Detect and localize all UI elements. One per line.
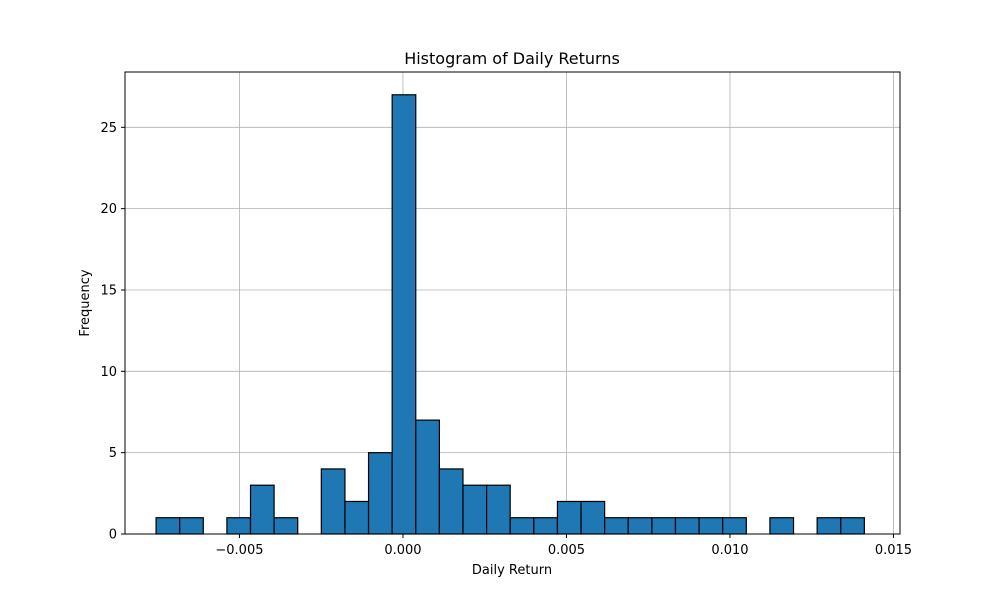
axes-frame [124, 71, 901, 535]
chart-title: Histogram of Daily Returns [404, 49, 620, 68]
histogram-bar [840, 517, 865, 535]
histogram-bar [415, 419, 440, 535]
histogram-bar [438, 468, 464, 535]
x-tick-label: 0.005 [548, 543, 585, 558]
x-tick-label: 0.000 [384, 543, 421, 558]
x-tick-label: −0.005 [215, 543, 263, 558]
histogram-bar [391, 94, 417, 535]
histogram-bar [769, 517, 795, 535]
histogram-bars [155, 94, 865, 535]
y-axis-ticks: 0 5 10 15 20 25 [100, 121, 125, 543]
x-axis-ticks: −0.005 0.000 0.005 0.010 0.015 [215, 534, 912, 558]
y-tick-label: 0 [109, 528, 117, 543]
x-tick-label: 0.015 [875, 543, 912, 558]
histogram-bar [344, 500, 370, 535]
histogram-bar [249, 484, 275, 535]
histogram-bar [155, 517, 181, 535]
histogram-bar [367, 452, 393, 535]
histogram-bar [580, 500, 606, 535]
histogram-bar [816, 517, 842, 535]
y-tick-label: 10 [100, 365, 117, 380]
histogram-bar [722, 517, 747, 535]
histogram-bar [698, 517, 724, 535]
histogram-bar [226, 517, 252, 535]
y-tick-label: 20 [100, 202, 117, 217]
grid-lines [125, 72, 900, 535]
y-tick-label: 5 [109, 446, 117, 461]
histogram-bar [556, 500, 582, 535]
y-tick-label: 25 [100, 121, 117, 136]
histogram-bar [627, 517, 653, 535]
histogram-bar [320, 468, 346, 535]
histogram-bar [462, 484, 488, 535]
histogram-bar [533, 517, 559, 535]
histogram-bar [273, 517, 299, 535]
histogram-bar [604, 517, 629, 535]
histogram-bar [651, 517, 677, 535]
histogram-bar [674, 517, 700, 535]
x-axis-label: Daily Return [472, 563, 552, 578]
histogram-bar [509, 517, 535, 535]
y-axis-label: Frequency [78, 269, 93, 336]
histogram-bar [486, 484, 511, 535]
x-tick-label: 0.010 [711, 543, 748, 558]
y-tick-label: 15 [100, 283, 117, 298]
histogram-bar [179, 517, 204, 535]
